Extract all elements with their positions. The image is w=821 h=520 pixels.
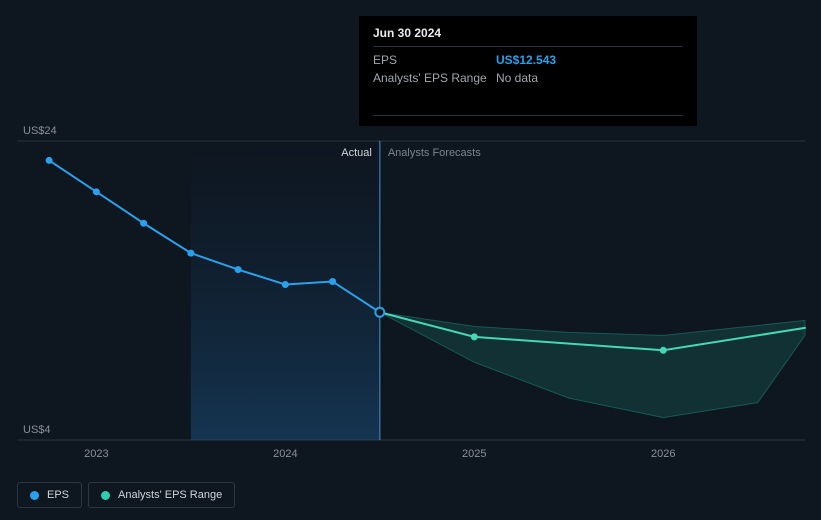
legend-item-label: EPS	[47, 489, 69, 501]
x-axis-label-2026: 2026	[651, 448, 675, 460]
tooltip-row-label: EPS	[373, 53, 488, 67]
tooltip-date: Jun 30 2024	[373, 26, 683, 47]
x-axis-label-2025: 2025	[462, 448, 486, 460]
actual-section-label: Actual	[341, 147, 372, 159]
legend-dot-icon	[30, 491, 39, 500]
tooltip-divider	[373, 115, 683, 116]
legend-item-label: Analysts' EPS Range	[118, 489, 222, 501]
y-axis-top-label: US$24	[23, 125, 57, 137]
legend-item-range[interactable]: Analysts' EPS Range	[88, 482, 235, 508]
chart-tooltip: Jun 30 2024 EPS US$12.543 Analysts' EPS Ra…	[359, 16, 697, 126]
eps-forecast-chart: Jun 30 2024 EPS US$12.543 Analysts' EPS Ra…	[0, 0, 821, 520]
x-axis-label-2023: 2023	[84, 448, 108, 460]
forecast-section-label: Analysts Forecasts	[388, 147, 481, 159]
tooltip-row-value: US$12.543	[496, 53, 556, 67]
y-axis-bottom-label: US$4	[23, 424, 51, 436]
chart-legend: EPS Analysts' EPS Range	[17, 482, 235, 508]
legend-item-eps[interactable]: EPS	[17, 482, 82, 508]
tooltip-row: EPS US$12.543	[373, 51, 683, 69]
tooltip-row-label: Analysts' EPS Range	[373, 71, 488, 85]
x-axis-label-2024: 2024	[273, 448, 297, 460]
legend-dot-icon	[101, 491, 110, 500]
tooltip-row: Analysts' EPS Range No data	[373, 69, 683, 87]
tooltip-row-value: No data	[496, 71, 538, 85]
